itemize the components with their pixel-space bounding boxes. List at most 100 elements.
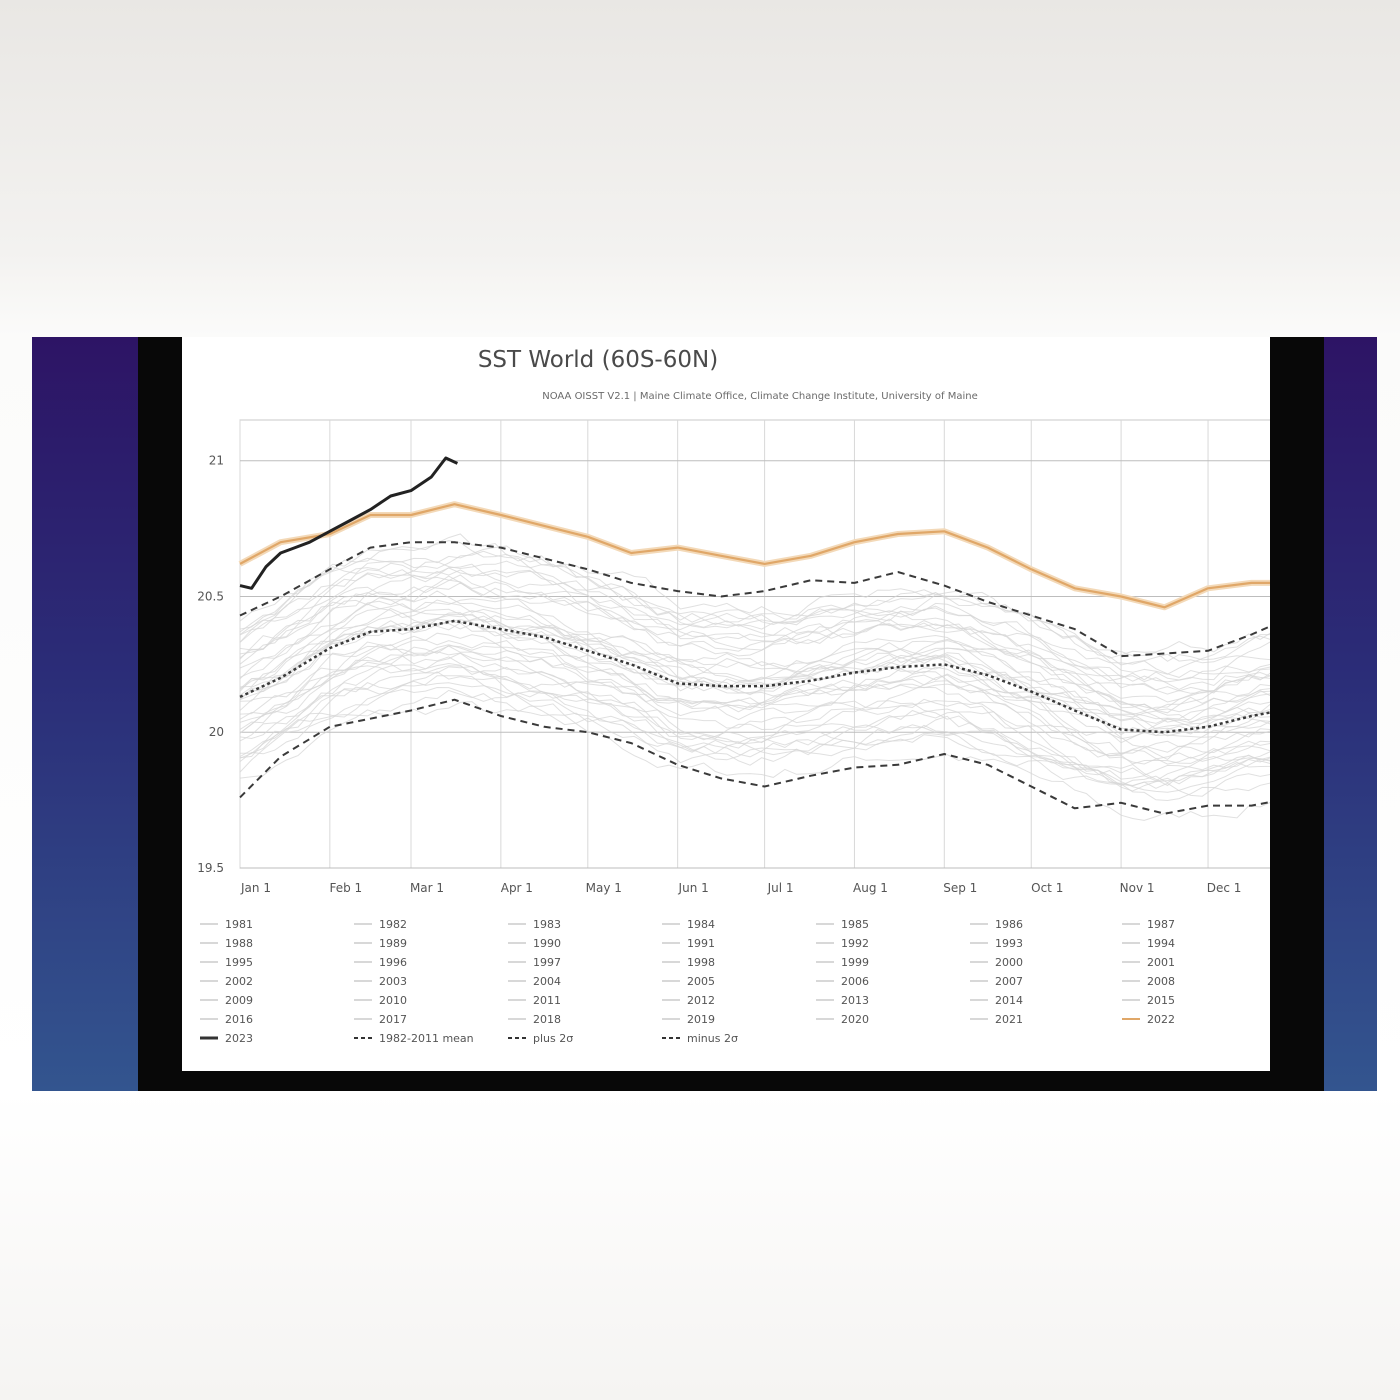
legend-label: 2007: [995, 975, 1023, 988]
legend-label: 1988: [225, 937, 253, 950]
legend-label: 2005: [687, 975, 715, 988]
x-tick-label: Mar 1: [410, 881, 444, 895]
year-line-1981: [239, 701, 1270, 821]
legend-label: 2014: [995, 994, 1023, 1007]
chart-title: SST World (60S-60N): [478, 347, 718, 373]
legend-label: 1997: [533, 956, 561, 969]
series-minus-2-: [239, 698, 1270, 815]
x-tick-label: May 1: [586, 881, 622, 895]
legend-label: 1982: [379, 918, 407, 931]
legend-label: 1984: [687, 918, 715, 931]
year-line-2015: [239, 562, 1270, 682]
year-line-1996: [239, 632, 1270, 744]
grid-layer: [239, 419, 1270, 869]
y-tick-label: 20: [209, 725, 224, 739]
y-tick-label: 21: [209, 454, 224, 468]
legend-label: 2020: [841, 1013, 869, 1026]
legend-label: 2002: [225, 975, 253, 988]
legend-label: 2023: [225, 1032, 253, 1045]
legend-label: 1998: [687, 956, 715, 969]
slide-frame: SST World (60S-60N) NOAA OISST V2.1 | Ma…: [32, 337, 1377, 1091]
year-line-1990: [239, 661, 1270, 776]
x-tick-label: Feb 1: [329, 881, 362, 895]
series-2022-halo: [238, 501, 1270, 611]
legend-label: 2013: [841, 994, 869, 1007]
legend-label: 1983: [533, 918, 561, 931]
year-line-2009: [239, 574, 1270, 712]
year-line-1983: [239, 671, 1270, 793]
legend-label: 2008: [1147, 975, 1175, 988]
year-line-1985: [239, 686, 1270, 792]
year-line-1997: [239, 641, 1270, 757]
legend-label: 2012: [687, 994, 715, 1007]
legend-label: 1992: [841, 937, 869, 950]
year-line-1991: [239, 643, 1270, 765]
legend-label: 2021: [995, 1013, 1023, 1026]
year-line-1994: [239, 645, 1270, 765]
x-tick-label: Jul 1: [767, 881, 794, 895]
year-line-1993: [239, 652, 1270, 765]
x-tick-label: Dec 1: [1207, 881, 1242, 895]
year-line-2019: [239, 560, 1270, 678]
year-line-1999: [239, 622, 1270, 737]
y-tick-label: 19.5: [197, 861, 224, 875]
legend-label: 1994: [1147, 937, 1175, 950]
legend-label: 1993: [995, 937, 1023, 950]
x-tick-label: Sep 1: [943, 881, 977, 895]
x-tick-label: Aug 1: [853, 881, 888, 895]
legend-label: 1981: [225, 918, 253, 931]
series-layer: [238, 456, 1270, 815]
legend-label: 2015: [1147, 994, 1175, 1007]
legend-label: 2017: [379, 1013, 407, 1026]
year-line-2021: [239, 540, 1270, 659]
year-line-2010: [239, 597, 1270, 714]
legend-label: 2016: [225, 1013, 253, 1026]
legend: 1981 1982 1983 1984 1985 1986 1987 1988 1989 1990…: [200, 918, 1175, 1045]
legend-label: 1989: [379, 937, 407, 950]
series-1982-2011-mean: [239, 619, 1270, 734]
series-2023: [239, 456, 459, 590]
y-tick-label: 20.5: [197, 589, 224, 603]
year-line-1998: [239, 618, 1270, 737]
x-tick-label: Jan 1: [240, 881, 271, 895]
year-line-1989: [239, 655, 1270, 782]
legend-label: 2000: [995, 956, 1023, 969]
year-line-2014: [239, 575, 1270, 703]
year-line-2001: [239, 612, 1270, 740]
x-tick-label: Nov 1: [1120, 881, 1155, 895]
year-line-2017: [239, 550, 1270, 662]
legend-label: 1986: [995, 918, 1023, 931]
legend-label: 2009: [225, 994, 253, 1007]
year-line-1988: [239, 675, 1270, 787]
legend-label: 1995: [225, 956, 253, 969]
year-line-2007: [239, 590, 1270, 710]
year-line-2018: [239, 545, 1270, 666]
legend-label: 2018: [533, 1013, 561, 1026]
legend-label: 1990: [533, 937, 561, 950]
legend-label: 1996: [379, 956, 407, 969]
legend-label: 1987: [1147, 918, 1175, 931]
series-2022: [239, 503, 1270, 609]
legend-label: 2019: [687, 1013, 715, 1026]
legend-label: 2004: [533, 975, 561, 988]
year-line-2000: [239, 612, 1270, 723]
legend-label: 2001: [1147, 956, 1175, 969]
legend-label: 1991: [687, 937, 715, 950]
year-line-2013: [239, 572, 1270, 695]
year-line-2016: [239, 563, 1270, 683]
year-line-2006: [239, 603, 1270, 723]
chart-subtitle: NOAA OISST V2.1 | Maine Climate Office, …: [542, 391, 977, 402]
legend-label: 2010: [379, 994, 407, 1007]
year-line-2020: [239, 533, 1270, 675]
legend-label: 1999: [841, 956, 869, 969]
legend-label: 2003: [379, 975, 407, 988]
x-tick-label: Jun 1: [678, 881, 709, 895]
x-tick-label: Apr 1: [501, 881, 533, 895]
legend-label: 2006: [841, 975, 869, 988]
axis-labels-layer: 19.5 20 20.5 21 Jan 1 Feb 1 Mar 1 Apr 1 May 1 Jun…: [197, 454, 1241, 895]
legend-label: 2011: [533, 994, 561, 1007]
background-years-layer: [239, 533, 1270, 821]
legend-label: plus 2σ: [533, 1032, 573, 1045]
legend-label: 1982-2011 mean: [379, 1032, 474, 1045]
year-line-2002: [239, 603, 1270, 730]
